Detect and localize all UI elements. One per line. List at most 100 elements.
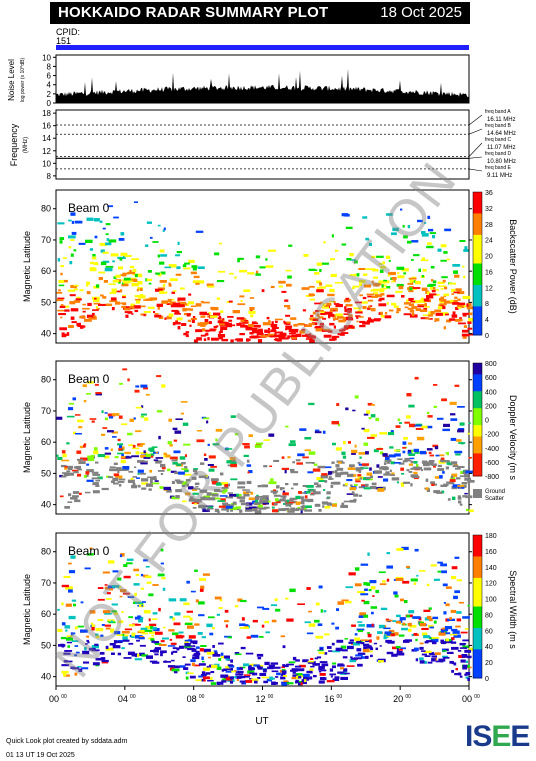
scatter-cell [265,258,268,261]
colorbar-segment [473,602,482,607]
scatter-cell [162,587,166,591]
scatter-cell [112,436,117,438]
scatter-cell [68,570,76,574]
colorbar-segment [473,402,482,406]
scatter-cell [295,501,300,505]
scatter-cell [320,475,329,479]
scatter-cell [131,282,139,287]
scatter-cell [355,315,361,317]
scatter-cell [425,478,429,482]
scatter-cell [311,462,315,464]
scatter-cell [261,289,265,293]
scatter-cell [61,622,66,626]
scatter-cell [57,456,63,460]
scatter-cell [403,302,411,305]
scatter-cell [318,585,323,589]
scatter-cell [468,318,474,322]
scatter-cell [330,481,336,485]
scatter-cell [458,601,464,604]
scatter-cell [109,292,117,294]
scatter-cell [332,335,340,338]
scatter-cell [95,633,99,636]
scatter-cell [383,478,389,482]
x-tick-label: 16 [324,694,334,704]
colorbar-tick-label: 140 [485,565,497,572]
scatter-cell [270,323,278,328]
scatter-cell [319,661,328,664]
scatter-cell [272,491,277,495]
scatter-cell [105,242,112,246]
scatter-cell [452,630,460,634]
scatter-cell [234,433,239,436]
scatter-cell [256,442,264,445]
scatter-cell [302,673,310,677]
scatter-cell [92,309,99,311]
colorbar-tick-label: -200 [485,432,499,439]
scatter-cell [254,680,258,684]
scatter-cell [433,578,440,581]
scatter-cell [283,675,288,677]
scatter-cell [343,441,346,445]
scatter-cell [86,553,94,556]
scatter-cell [296,462,303,465]
colorbar-segment [473,259,482,264]
scatter-cell [359,477,363,480]
scatter-cell [248,434,253,437]
scatter-cell [246,459,250,463]
scatter-cell [466,508,469,511]
scatter-cell [427,242,432,245]
scatter-cell [285,327,292,330]
scatter-cell [95,628,104,632]
scatter-cell [150,649,157,652]
colorbar-label: Doppler Velocity (m s [508,395,518,481]
scatter-cell [384,312,388,315]
lat-tick-label: 80 [41,547,51,557]
scatter-cell [415,638,418,642]
scatter-cell [423,304,426,306]
scatter-cell [137,653,140,658]
scatter-cell [403,235,408,239]
scatter-cell [451,461,458,465]
scatter-cell [163,227,166,231]
scatter-cell [192,641,198,645]
scatter-cell [431,289,436,293]
freq-band-value: 11.07 MHz [487,145,516,151]
scatter-cell [367,295,373,298]
scatter-cell [435,660,442,663]
scatter-cell [189,496,194,499]
scatter-cell [288,661,296,664]
scatter-cell [192,507,197,509]
scatter-cell [105,645,109,649]
scatter-cell [468,422,471,424]
scatter-cell [454,673,459,676]
scatter-cell [225,448,233,450]
scatter-cell [167,468,171,472]
scatter-cell [459,503,463,506]
scatter-cell [232,501,237,505]
scatter-cell [243,663,250,667]
scatter-cell [384,315,392,319]
scatter-cell [198,614,205,617]
scatter-cell [417,304,426,306]
colorbar-segment [473,581,482,586]
scatter-cell [400,208,403,211]
scatter-cell [450,418,458,421]
scatter-cell [237,496,246,499]
scatter-cell [462,469,466,473]
scatter-cell [181,323,187,326]
scatter-cell [391,472,395,475]
scatter-cell [188,498,196,502]
scatter-cell [266,678,272,682]
scatter-cell [247,670,255,674]
scatter-cell [218,331,222,334]
scatter-cell [451,486,458,490]
scatter-cell [118,478,126,481]
scatter-cell [131,633,135,637]
scatter-cell [354,583,362,587]
ground-scatter-label-2: Scatter [485,496,504,502]
scatter-cell [258,509,261,512]
scatter-cell [171,309,179,312]
scatter-cell [322,505,325,508]
scatter-cell [77,325,84,327]
scatter-cell [198,475,206,479]
